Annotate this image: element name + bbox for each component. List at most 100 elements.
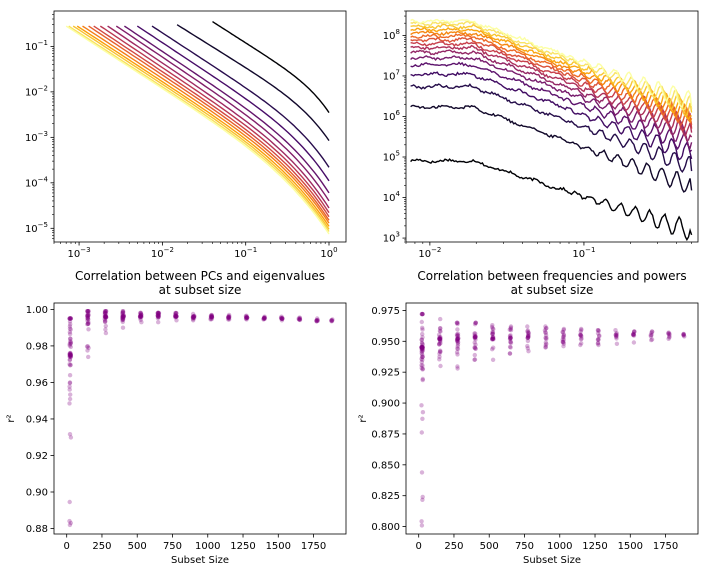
scatter-point <box>455 344 460 349</box>
scatter-point <box>420 335 425 340</box>
scatter-point <box>85 344 91 349</box>
scatter-point <box>68 316 74 321</box>
scatter-point <box>68 392 73 397</box>
scatter-point <box>156 314 161 320</box>
scatter-point <box>174 314 179 319</box>
scatter-point <box>525 329 530 334</box>
scatter-point <box>103 313 108 319</box>
scatter-point <box>544 336 549 342</box>
scatter-point <box>68 354 74 360</box>
scatter-point <box>472 333 477 338</box>
y-axis-label: r² <box>358 414 369 422</box>
scatter-point <box>472 357 478 362</box>
scatter-point <box>561 326 567 332</box>
scatter-point <box>578 337 584 342</box>
scatter-point <box>681 332 686 338</box>
scatter-point <box>209 313 214 318</box>
scatter-point <box>138 313 144 318</box>
scatter-point <box>420 352 425 357</box>
power-spectrum-line <box>410 29 693 124</box>
scatter-point <box>86 321 91 327</box>
scatter-point <box>437 335 442 340</box>
scatter-point <box>455 321 460 327</box>
scatter-point <box>191 314 196 319</box>
scatter-point <box>156 310 161 316</box>
scatter-point <box>543 340 548 345</box>
scatter-point <box>68 353 73 358</box>
scatter-point <box>667 331 672 336</box>
scatter-point <box>438 316 443 322</box>
spectrum-line <box>88 25 330 221</box>
scatter-point <box>67 522 73 528</box>
scatter-point <box>420 416 425 421</box>
scatter-point <box>526 334 531 339</box>
scatter-point <box>244 315 250 320</box>
scatter-point <box>419 344 425 350</box>
scatter-point <box>667 332 672 338</box>
scatter-point <box>190 311 196 317</box>
scatter-point <box>419 340 425 345</box>
scatter-point <box>103 327 108 332</box>
scatter-point <box>67 351 73 357</box>
scatter-point <box>68 316 74 321</box>
scatter-point <box>329 319 334 324</box>
scatter-point <box>454 333 460 339</box>
scatter-point <box>86 354 91 360</box>
scatter-point <box>543 324 548 329</box>
scatter-point <box>262 315 268 321</box>
scatter-point <box>579 334 584 339</box>
scatter-point <box>120 316 125 321</box>
scatter-point <box>314 319 319 324</box>
scatter-point <box>278 315 284 320</box>
scatter-point <box>121 313 127 318</box>
scatter-point <box>68 352 73 357</box>
scatter-point <box>681 332 686 337</box>
scatter-point <box>68 336 73 341</box>
scatter-point <box>86 327 91 332</box>
scatter-point <box>67 316 73 321</box>
scatter-point <box>139 314 144 319</box>
scatter-point <box>103 309 108 314</box>
scatter-point <box>472 335 478 340</box>
scatter-point <box>280 315 285 321</box>
scatter-point <box>103 315 109 320</box>
scatter-point <box>526 332 531 338</box>
scatter-point <box>681 333 686 338</box>
scatter-point <box>85 316 91 321</box>
scatter-point <box>208 317 213 322</box>
scatter-point <box>244 315 250 320</box>
scatter-point <box>473 320 478 325</box>
scatter-point <box>525 328 531 333</box>
scatter-point <box>85 313 90 319</box>
scatter-point <box>103 314 108 319</box>
scatter-point <box>68 353 73 358</box>
scatter-point <box>491 345 496 350</box>
scatter-point <box>473 334 478 339</box>
scatter-point <box>508 340 513 345</box>
scatter-point <box>455 333 460 338</box>
scatter-point <box>543 343 548 348</box>
scatter-point <box>420 346 425 351</box>
scatter-point <box>578 333 583 338</box>
scatter-point <box>419 345 425 350</box>
scatter-point <box>490 335 496 340</box>
scatter-point <box>174 314 179 319</box>
scatter-point <box>525 338 531 344</box>
scatter-point <box>543 333 549 338</box>
scatter-point <box>507 327 512 332</box>
scatter-point <box>209 315 214 320</box>
scatter-point <box>437 326 443 331</box>
scatter-point <box>244 315 250 320</box>
scatter-point <box>209 312 214 318</box>
scatter-point <box>578 332 583 338</box>
scatter-point <box>561 332 566 337</box>
scatter-point <box>297 317 302 322</box>
scatter-point <box>297 315 302 320</box>
x-tick-label: 1250 <box>582 541 607 552</box>
scatter-point <box>139 320 144 325</box>
scatter-point <box>526 331 531 336</box>
scatter-point <box>156 314 161 319</box>
y-tick-label: 1.00 <box>26 305 48 316</box>
scatter-point <box>490 347 495 352</box>
scatter-point <box>138 313 143 318</box>
